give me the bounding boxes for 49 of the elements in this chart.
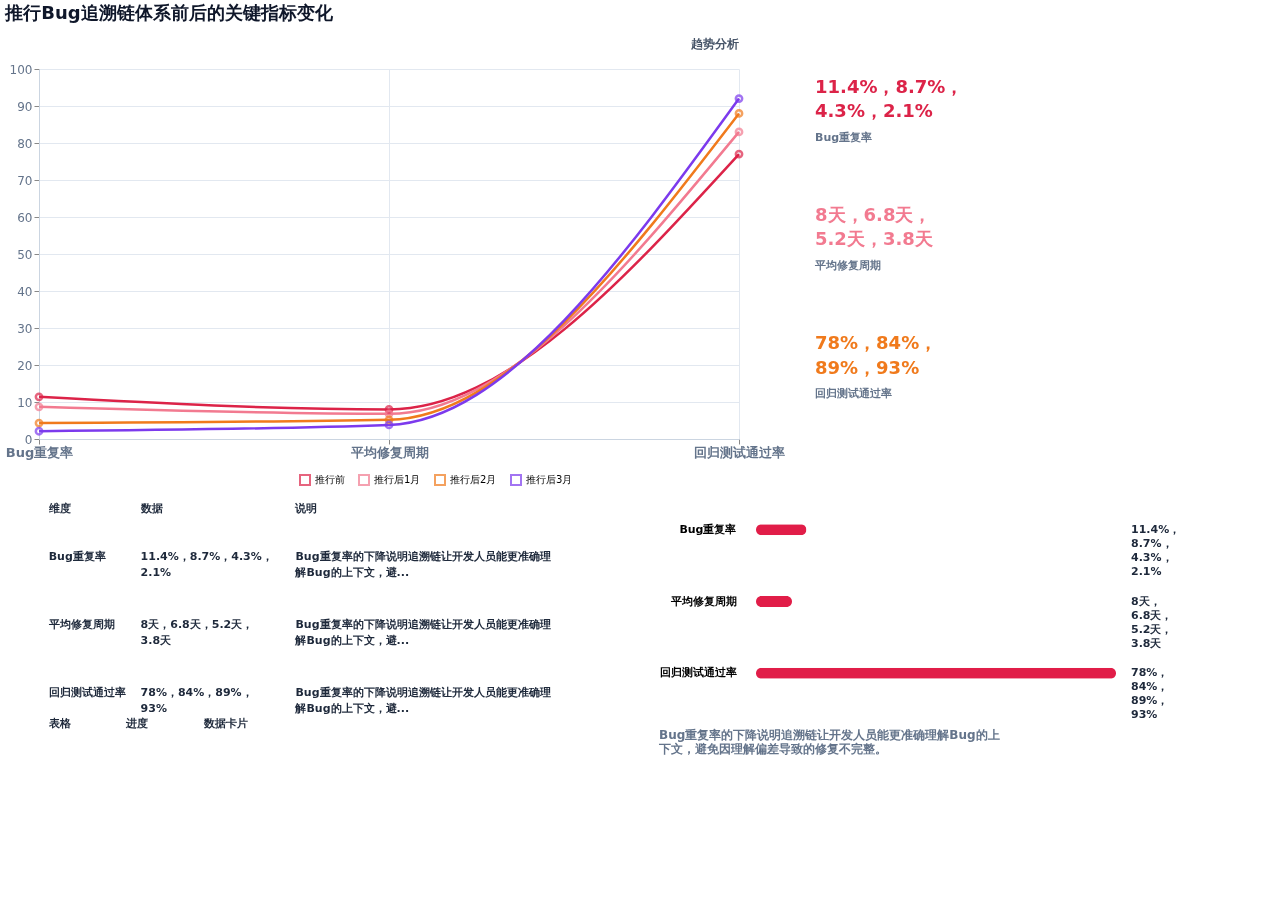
- text: 78%，84%，89%，93%: [1131, 666, 1169, 722]
- y-tick-label: 10: [17, 395, 33, 410]
- text: Bug重复率的下降说明追溯链让开发人员能更准确理解Bug的上下文，避...: [294, 686, 551, 715]
- y-tick-label: 90: [17, 99, 33, 114]
- text: 11.4%，8.7%，4.3%，2.1%: [140, 550, 273, 579]
- text: 数据卡片: [202, 717, 248, 730]
- legend-label: 推行后2月: [450, 474, 497, 485]
- text: Bug重复率: [48, 550, 106, 563]
- x-tick-label: 平均修复周期: [349, 444, 429, 460]
- text: 数据: [139, 502, 163, 515]
- text: 说明: [294, 502, 318, 515]
- y-tick-label: 40: [17, 284, 33, 299]
- point: [384, 420, 394, 430]
- y-tick-label: 平均修复周期: [669, 594, 737, 608]
- text: Bug重复率的下降说明追溯链让开发人员能更准确理解Bug的上下文，避...: [294, 550, 551, 579]
- y-tick-label: 50: [17, 247, 33, 262]
- legend-label: 推行前: [315, 474, 345, 485]
- y-tick-label: 70: [17, 173, 33, 188]
- y-tick-label: 30: [17, 321, 33, 336]
- y-tick-label: Bug重复率: [679, 522, 737, 536]
- text: Bug重复率的下降说明追溯链让开发人员能更准确理解Bug的上下文，避...: [294, 618, 551, 647]
- text: 回归测试通过率: [48, 686, 126, 699]
- text: 平均修复周期: [47, 618, 115, 631]
- y-tick-label: 0: [24, 432, 33, 447]
- text: 8天，6.8天，5.2天，3.8天: [140, 618, 254, 647]
- text: 回归测试通过率: [815, 387, 892, 401]
- text: 8天，6.8天，5.2天，3.8天: [1131, 594, 1173, 650]
- y-tick-label: 60: [17, 210, 33, 225]
- text: 表格: [47, 717, 72, 730]
- text: 趋势分析: [690, 37, 739, 51]
- y-tick-label: 20: [17, 358, 33, 373]
- y-tick-label: 回归测试通过率: [659, 666, 737, 680]
- text: 8天，6.8天，5.2天，3.8天: [815, 203, 933, 250]
- y-tick-label: 80: [17, 136, 33, 151]
- chart-title: 推行Bug追溯链体系前后的关键指标变化: [4, 2, 334, 23]
- text: 进度: [125, 717, 149, 730]
- text: 维度: [47, 502, 71, 515]
- text: 11.4%，8.7%，4.3%，2.1%: [815, 75, 964, 122]
- x-tick-label: 回归测试通过率: [694, 444, 785, 460]
- x-tick-label: Bug重复率: [5, 444, 74, 460]
- text: Bug重复率的下降说明追溯链让开发人员能更准确理解Bug的上下文，避免因理解偏差导致的修复不完整。: [658, 728, 1000, 757]
- text: 平均修复周期: [814, 258, 881, 272]
- y-tick-label: 100: [9, 62, 33, 77]
- text: Bug重复率: [815, 130, 873, 144]
- text: 11.4%，8.7%，4.3%，2.1%: [1131, 522, 1181, 578]
- legend-label: 推行后3月: [526, 474, 573, 485]
- text: 78%，84%，89%，93%: [140, 686, 253, 715]
- text: 78%，84%，89%，93%: [815, 332, 938, 378]
- legend-label: 推行后1月: [374, 474, 421, 485]
